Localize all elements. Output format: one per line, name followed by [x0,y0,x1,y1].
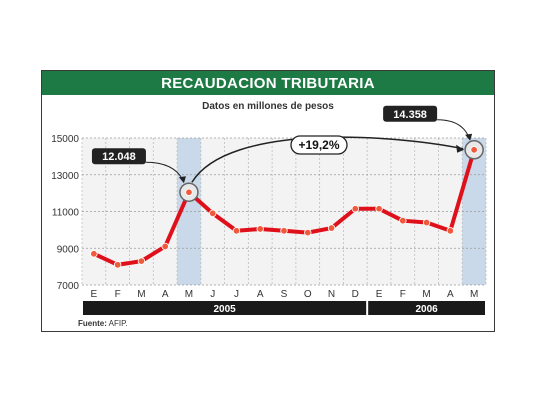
end-value-pointer [437,119,470,138]
data-point [209,209,217,218]
data-point [256,225,264,233]
x-tick-label: J [234,289,239,300]
data-point [304,228,312,237]
year-bar-2005 [83,301,367,315]
x-tick-label: F [400,289,406,300]
growth-arrow-head [456,144,465,153]
year-label-2006: 2006 [415,304,438,315]
change-label-box [290,135,348,155]
data-point [161,242,169,251]
x-tick-label: O [304,289,312,300]
x-tick-label: D [352,289,359,300]
x-tick-label: E [376,289,383,300]
data-point [375,205,383,213]
y-tick-label: 11000 [52,208,80,219]
x-tick-label: M [137,289,145,300]
x-tick-label: A [162,289,169,300]
source-value: AFIP. [109,319,128,328]
source-note: Fuente: AFIP. [78,319,128,328]
data-point [470,146,478,154]
start-value-label-box [91,148,146,165]
chart-title: RECAUDACION TRIBUTARIA [161,75,375,92]
change-label: +19,2% [298,138,339,152]
end-value-pointer-head [465,133,473,141]
data-point [422,218,431,227]
chart-card: RECAUDACION TRIBUTARIA Datos en millones… [41,70,495,332]
x-tick-label: N [328,289,335,300]
chart-svg: RECAUDACION TRIBUTARIA Datos en millones… [42,71,494,328]
x-tick-label: F [115,289,121,300]
data-point [351,205,359,213]
data-point [232,227,241,235]
x-tick-label: J [210,289,215,300]
x-tick-label: A [257,289,264,300]
chart-subtitle: Datos en millones de pesos [202,101,334,112]
start-value-label: 12.048 [102,151,136,163]
start-value-pointer-head [178,176,186,184]
header-bar [42,71,494,95]
y-tick-label: 7000 [57,281,80,292]
year-label-2005: 2005 [213,304,236,315]
data-point [446,227,455,235]
data-point [185,188,193,196]
data-point [327,224,336,232]
x-tick-label: A [447,289,454,300]
data-point [113,261,122,269]
x-tick-label: M [422,289,430,300]
y-tick-label: 13000 [51,171,79,182]
source-label: Fuente: [78,319,107,328]
end-value-label: 14.358 [393,109,427,121]
year-bar-2006 [368,301,485,315]
y-tick-label: 9000 [57,244,80,255]
x-tick-label: M [470,289,478,300]
data-point [90,250,98,258]
x-tick-label: S [281,289,288,300]
data-point [280,227,288,235]
data-point [137,257,146,265]
x-tick-label: M [185,289,193,300]
y-tick-label: 15000 [51,134,79,145]
data-point [399,216,407,225]
end-value-label-box [383,105,438,122]
x-tick-label: E [91,289,98,300]
